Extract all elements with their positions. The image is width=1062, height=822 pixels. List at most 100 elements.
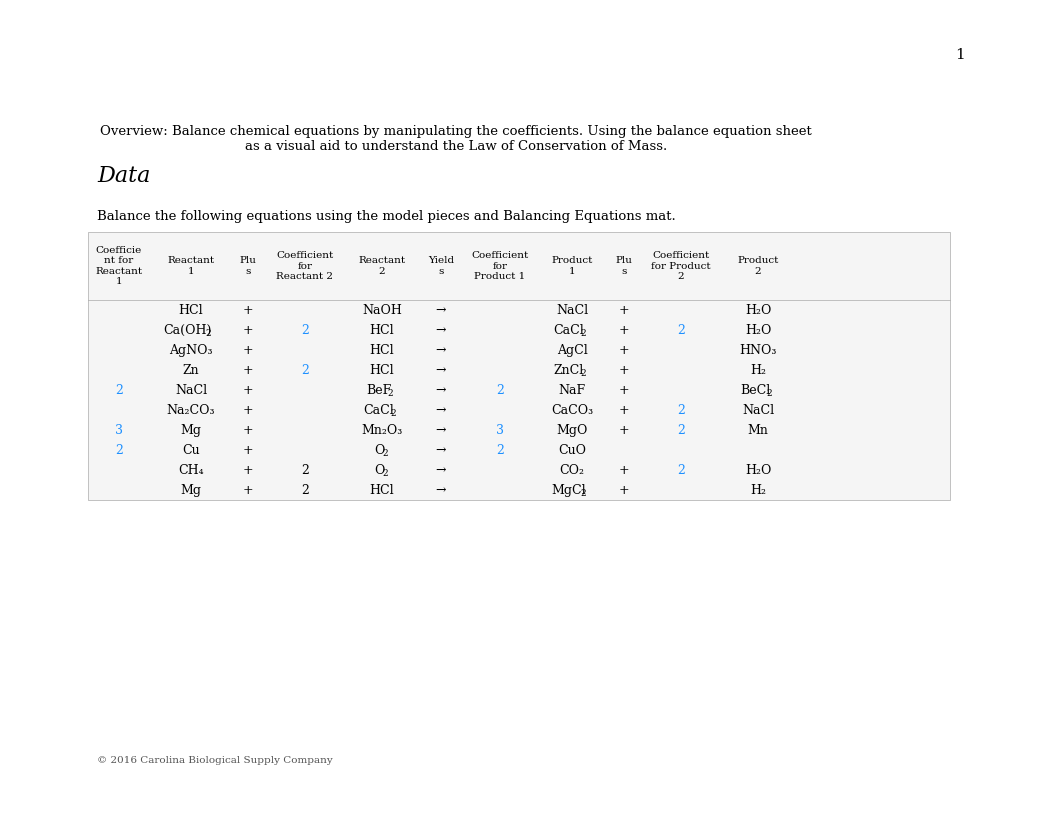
Text: Coefficient
for
Product 1: Coefficient for Product 1 (472, 251, 529, 281)
Text: Yield
s: Yield s (428, 256, 455, 275)
Text: HNO₃: HNO₃ (739, 344, 776, 357)
Text: 2: 2 (115, 444, 123, 456)
Text: H₂O: H₂O (744, 303, 771, 316)
Text: +: + (243, 423, 254, 436)
Text: O: O (374, 444, 384, 456)
Text: CaCO₃: CaCO₃ (551, 404, 593, 417)
Text: Coefficient
for
Reactant 2: Coefficient for Reactant 2 (276, 251, 333, 281)
Text: 2: 2 (496, 384, 504, 396)
Text: Reactant
2: Reactant 2 (359, 256, 406, 275)
Text: 2: 2 (301, 324, 309, 336)
Text: 2: 2 (390, 409, 396, 418)
Text: CuO: CuO (558, 444, 586, 456)
Text: 2: 2 (678, 423, 685, 436)
Text: 2: 2 (301, 363, 309, 376)
Text: 2: 2 (580, 329, 586, 338)
Text: +: + (619, 404, 630, 417)
Text: 3: 3 (496, 423, 504, 436)
Text: +: + (619, 324, 630, 336)
Text: →: → (435, 344, 446, 357)
Text: H₂: H₂ (750, 363, 766, 376)
Text: Overview: Balance chemical equations by manipulating the coefficients. Using the: Overview: Balance chemical equations by … (100, 125, 811, 153)
Text: MgO: MgO (556, 423, 587, 436)
Text: H₂O: H₂O (744, 324, 771, 336)
Text: +: + (619, 423, 630, 436)
Text: Cu: Cu (183, 444, 200, 456)
Text: CaCl: CaCl (363, 404, 394, 417)
Text: NaOH: NaOH (362, 303, 401, 316)
Text: Zn: Zn (183, 363, 200, 376)
Text: HCl: HCl (370, 324, 394, 336)
Text: →: → (435, 303, 446, 316)
Text: →: → (435, 444, 446, 456)
Text: NaCl: NaCl (175, 384, 207, 396)
Text: +: + (619, 483, 630, 496)
Text: 2: 2 (496, 444, 504, 456)
Text: +: + (243, 363, 254, 376)
Text: Mn: Mn (748, 423, 769, 436)
Text: →: → (435, 384, 446, 396)
Text: 2: 2 (301, 464, 309, 477)
Text: 2: 2 (766, 389, 772, 398)
Text: AgNO₃: AgNO₃ (169, 344, 212, 357)
Text: →: → (435, 483, 446, 496)
Text: Plu
s: Plu s (616, 256, 633, 275)
Text: Product
2: Product 2 (737, 256, 778, 275)
Text: NaCl: NaCl (555, 303, 588, 316)
Text: Product
1: Product 1 (551, 256, 593, 275)
Text: H₂O: H₂O (744, 464, 771, 477)
Text: 2: 2 (382, 469, 389, 478)
Text: +: + (243, 324, 254, 336)
Text: Mn₂O₃: Mn₂O₃ (361, 423, 402, 436)
Text: 3: 3 (115, 423, 123, 436)
Text: +: + (243, 483, 254, 496)
Text: +: + (243, 444, 254, 456)
Text: 2: 2 (678, 404, 685, 417)
Text: Ca(OH): Ca(OH) (162, 324, 211, 336)
Text: +: + (243, 384, 254, 396)
Text: 1: 1 (955, 48, 965, 62)
Text: 2: 2 (580, 368, 586, 377)
Text: Coefficient
for Product
2: Coefficient for Product 2 (651, 251, 710, 281)
Text: 2: 2 (580, 488, 586, 497)
Text: © 2016 Carolina Biological Supply Company: © 2016 Carolina Biological Supply Compan… (97, 756, 332, 765)
Text: BeCl: BeCl (740, 384, 770, 396)
Text: Balance the following equations using the model pieces and Balancing Equations m: Balance the following equations using th… (97, 210, 675, 223)
FancyBboxPatch shape (88, 232, 950, 500)
Text: +: + (243, 344, 254, 357)
Text: +: + (619, 384, 630, 396)
Text: →: → (435, 324, 446, 336)
Text: +: + (619, 344, 630, 357)
Text: 2: 2 (115, 384, 123, 396)
Text: +: + (243, 464, 254, 477)
Text: O: O (374, 464, 384, 477)
Text: Plu
s: Plu s (240, 256, 256, 275)
Text: CH₄: CH₄ (178, 464, 204, 477)
Text: Mg: Mg (181, 423, 202, 436)
Text: 2: 2 (382, 449, 389, 458)
Text: ZnCl: ZnCl (554, 363, 584, 376)
Text: +: + (619, 464, 630, 477)
Text: Mg: Mg (181, 483, 202, 496)
Text: +: + (243, 303, 254, 316)
Text: →: → (435, 423, 446, 436)
Text: NaF: NaF (559, 384, 585, 396)
Text: 2: 2 (388, 389, 393, 398)
Text: 2: 2 (678, 464, 685, 477)
Text: →: → (435, 363, 446, 376)
Text: +: + (243, 404, 254, 417)
Text: →: → (435, 404, 446, 417)
Text: Data: Data (97, 165, 151, 187)
Text: AgCl: AgCl (556, 344, 587, 357)
Text: Reactant
1: Reactant 1 (168, 256, 215, 275)
Text: +: + (619, 363, 630, 376)
Text: Coefficie
nt for
Reactant
1: Coefficie nt for Reactant 1 (96, 246, 142, 286)
Text: 2: 2 (678, 324, 685, 336)
Text: CaCl: CaCl (553, 324, 584, 336)
Text: →: → (435, 464, 446, 477)
Text: 2: 2 (301, 483, 309, 496)
Text: 2: 2 (205, 329, 210, 338)
Text: HCl: HCl (370, 344, 394, 357)
Text: +: + (619, 303, 630, 316)
Text: HCl: HCl (370, 363, 394, 376)
